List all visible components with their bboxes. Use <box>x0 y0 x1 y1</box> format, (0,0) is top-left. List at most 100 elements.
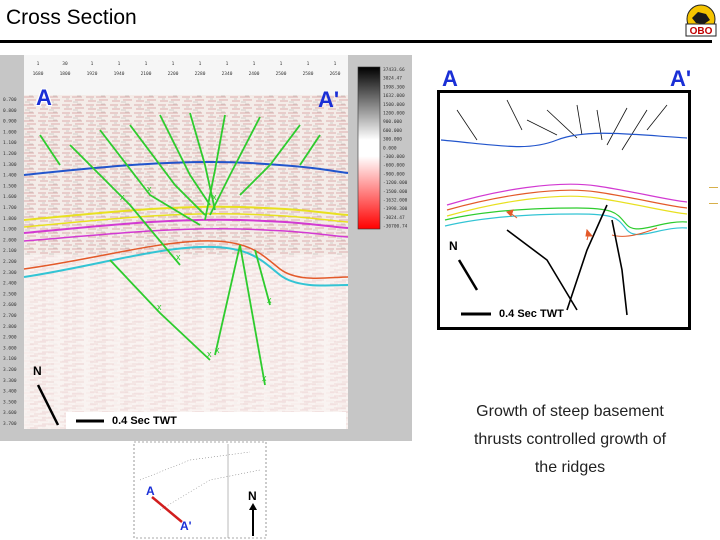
sketch-horizon-magenta <box>446 183 688 206</box>
colorbar-label: -600.000 <box>383 163 405 169</box>
time-tick-label: 1.800 <box>3 216 17 222</box>
caption-line: Growth of steep basement <box>476 403 664 420</box>
index-map: A A' N <box>133 441 267 539</box>
colorbar-label: -300.000 <box>383 154 405 160</box>
colorbar-label: 600.000 <box>383 128 402 134</box>
time-tick-label: 0.900 <box>3 119 17 125</box>
colorbar-label: -1500.000 <box>383 189 408 195</box>
svg-text:x: x <box>212 192 217 202</box>
company-logo: OBO <box>685 4 717 37</box>
horizon-magenta-2 <box>23 227 349 242</box>
colorbar-label: 1632.000 <box>383 93 405 99</box>
time-tick-label: 0.800 <box>3 108 17 114</box>
colorbar-label: 0.000 <box>383 145 397 151</box>
horizon-magenta-1 <box>23 218 349 234</box>
trace-header-top-label: 1 <box>37 61 40 67</box>
colorbar-label: -1998.300 <box>383 206 408 212</box>
colorbar-label: -30700.74 <box>383 224 408 230</box>
sketch-horizon-blue <box>440 132 688 148</box>
page-title: Cross Section <box>6 6 137 29</box>
index-label-a: A <box>146 484 155 498</box>
section-line <box>151 496 183 523</box>
time-tick-label: 3.600 <box>3 410 17 416</box>
trace-header-top-label: 1 <box>253 61 256 67</box>
horizon-blue <box>23 160 349 176</box>
trace-header-bottom-label: 1800 <box>60 71 71 77</box>
trace-header-bottom-label: 1920 <box>87 71 98 77</box>
time-tick-label: 1.400 <box>3 173 17 179</box>
caption-line: the ridges <box>534 459 606 476</box>
basement-thrusts <box>506 204 628 316</box>
seismic-north-arrow <box>36 384 60 426</box>
time-tick-label: 1.600 <box>3 194 17 200</box>
interp-label-a-prime-text: A' <box>670 66 692 91</box>
trace-header-bottom-label: 2400 <box>249 71 260 77</box>
sketch-horizon-red <box>446 189 688 211</box>
time-tick-label: 3.300 <box>3 378 17 384</box>
time-tick-label: 1.900 <box>3 227 17 233</box>
time-tick-label: 3.500 <box>3 399 17 405</box>
time-tick-label: 0.700 <box>3 97 17 103</box>
svg-text:x: x <box>157 302 162 312</box>
svg-text:x: x <box>267 295 272 305</box>
sketch-horizon-yellow <box>446 195 688 217</box>
time-tick-label: 1.200 <box>3 151 17 157</box>
trace-header-bottom-label: 2650 <box>330 71 341 77</box>
time-tick-label: 1.500 <box>3 183 17 189</box>
slide-tick-2 <box>709 203 718 204</box>
colorbar-label: 37433.66 <box>383 67 405 73</box>
title-divider <box>0 40 712 43</box>
seismic-scale-label: 0.4 Sec TWT <box>112 415 177 427</box>
horizon-yellow-1 <box>23 205 349 221</box>
colorbar-label: -900.000 <box>383 171 405 177</box>
horizon-cyan <box>23 245 349 287</box>
colorbar-labels: 37433.66 3024.47 1998.300 1632.000 1500.000 1… <box>383 67 408 230</box>
time-tick-label: 1.100 <box>3 140 17 146</box>
colorbar-label: 1200.000 <box>383 111 405 117</box>
time-tick-label: 2.000 <box>3 237 17 243</box>
time-tick-label: 3.100 <box>3 356 17 362</box>
interp-scale-label: 0.4 Sec TWT <box>499 308 564 320</box>
time-tick-label: 2.200 <box>3 259 17 265</box>
time-tick-label: 1.700 <box>3 205 17 211</box>
colorbar-label: -3024.47 <box>383 215 405 221</box>
svg-text:x: x <box>120 192 125 202</box>
slide-tick-1 <box>709 187 718 188</box>
trace-header-bottom-label: 2500 <box>276 71 287 77</box>
time-tick-label: 3.200 <box>3 367 17 373</box>
time-tick-label: 3.000 <box>3 345 17 351</box>
time-tick-label: 2.800 <box>3 324 17 330</box>
index-label-a-prime: A' <box>180 519 192 533</box>
horizon-yellow-2 <box>23 212 349 228</box>
trace-header-bottom-label: 2200 <box>168 71 179 77</box>
trace-header-labels: 1 30 1 1 1 1 1 1 1 1 1 1 1680 1800 1920 1940 2100 2200 228… <box>33 61 341 77</box>
time-tick-label: 1.300 <box>3 162 17 168</box>
trace-header-bottom-label: 2280 <box>195 71 206 77</box>
index-north-label: N <box>248 489 257 503</box>
trace-header-bottom-label: 2100 <box>141 71 152 77</box>
trace-header-bottom-label: 2580 <box>303 71 314 77</box>
seismic-label-a-prime: A' <box>318 87 339 112</box>
colorbar-label: 900.000 <box>383 119 402 125</box>
trace-header-bottom-label: 1940 <box>114 71 125 77</box>
interpreted-faults <box>39 112 321 386</box>
logo-text: OBO <box>690 26 713 37</box>
trace-header-top-label: 1 <box>172 61 175 67</box>
trace-header-top-label: 1 <box>118 61 121 67</box>
trace-header-top-label: 1 <box>91 61 94 67</box>
colorbar-label: -1632.000 <box>383 198 408 204</box>
time-tick-label: 2.300 <box>3 270 17 276</box>
trace-header-bottom-label: 2340 <box>222 71 233 77</box>
time-tick-label: 2.700 <box>3 313 17 319</box>
colorbar-label: 3024.47 <box>383 76 402 82</box>
trace-header-top-label: 1 <box>199 61 202 67</box>
trace-header-bottom-label: 1680 <box>33 71 44 77</box>
time-axis: 0.700 0.800 0.900 1.000 1.100 1.200 1.300 1.400… <box>3 97 17 427</box>
trace-header-top-label: 1 <box>145 61 148 67</box>
caption: Growth of steep basement thrusts control… <box>440 398 700 482</box>
trace-header-top-label: 1 <box>307 61 310 67</box>
interp-north-label: N <box>449 239 458 253</box>
horizon-orange <box>23 240 349 280</box>
interpretation-sketch: N 0.4 Sec TWT <box>437 90 691 330</box>
seismic-north-label: N <box>33 364 42 378</box>
